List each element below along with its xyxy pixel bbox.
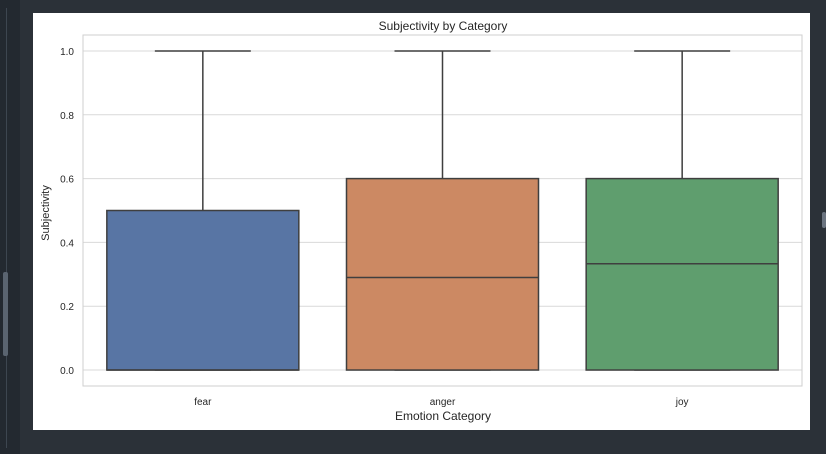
y-axis-label: Subjectivity xyxy=(40,185,52,241)
plot-frame xyxy=(82,34,803,387)
boxes-layer xyxy=(106,50,779,371)
x-axis-label: Emotion Category xyxy=(395,409,491,423)
rail-line xyxy=(6,8,7,448)
y-tick-label: 1.0 xyxy=(60,47,74,58)
y-tick-label: 0.0 xyxy=(60,366,74,377)
right-edge-handle[interactable] xyxy=(822,212,826,228)
left-scroll-rail xyxy=(0,0,20,454)
box-fear xyxy=(106,50,300,371)
y-tick-label: 0.6 xyxy=(60,175,74,186)
y-tick-label: 0.8 xyxy=(60,111,74,122)
chart-card: Subjectivity by Category 0.0 0.2 0.4 0.6 0.8… xyxy=(33,13,810,430)
x-tick-label: anger xyxy=(430,397,456,408)
scrollbar-thumb[interactable] xyxy=(3,272,8,356)
box-plot-chart: Subjectivity by Category 0.0 0.2 0.4 0.6 0.8… xyxy=(40,19,803,423)
box-body xyxy=(585,177,779,371)
box-joy xyxy=(585,50,779,371)
y-tick-label: 0.2 xyxy=(60,302,74,313)
x-tick-label: joy xyxy=(675,397,689,408)
box-anger xyxy=(345,50,540,371)
x-tick-labels: fear anger joy xyxy=(194,397,688,408)
x-tick-label: fear xyxy=(194,397,212,408)
chart-title: Subjectivity by Category xyxy=(379,19,508,33)
y-tick-labels: 0.0 0.2 0.4 0.6 0.8 1.0 xyxy=(60,47,74,377)
y-tick-label: 0.4 xyxy=(60,238,74,249)
box-body xyxy=(345,177,540,371)
box-body xyxy=(106,209,300,371)
